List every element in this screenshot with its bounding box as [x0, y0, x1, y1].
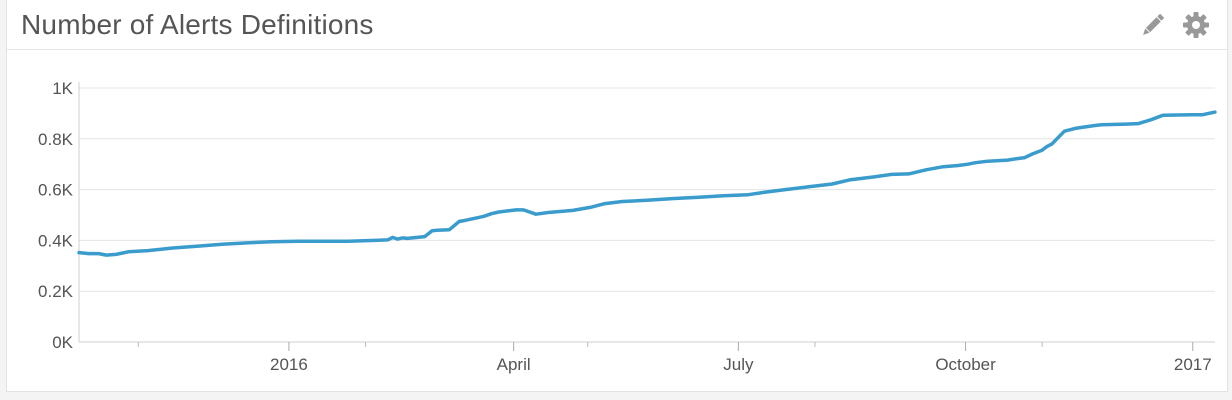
- widget-header: Number of Alerts Definitions: [7, 0, 1227, 50]
- y-tick-label: 0.4K: [38, 231, 74, 250]
- widget-title: Number of Alerts Definitions: [21, 9, 374, 40]
- line-chart: 0K 0.2K 0.4K 0.6K 0.8K 1K 2016 April July October…: [38, 79, 1217, 374]
- pencil-icon: [1143, 14, 1164, 35]
- x-tick-label: October: [935, 355, 996, 374]
- gear-icon: [1183, 12, 1209, 38]
- settings-button[interactable]: [1181, 10, 1211, 40]
- x-tick-label: 2017: [1174, 355, 1212, 374]
- y-tick-label: 1K: [52, 79, 73, 98]
- x-tick-label: 2016: [270, 355, 308, 374]
- alerts-widget: Number of Alerts Definitions: [6, 0, 1228, 392]
- edit-button[interactable]: [1138, 10, 1168, 40]
- x-tick-label: April: [497, 355, 531, 374]
- y-tick-label: 0.2K: [38, 282, 74, 301]
- x-tick-label: July: [723, 355, 754, 374]
- y-tick-label: 0K: [52, 333, 73, 352]
- series-line: [77, 110, 1217, 257]
- y-tick-label: 0.8K: [38, 130, 74, 149]
- y-tick-label: 0.6K: [38, 181, 74, 200]
